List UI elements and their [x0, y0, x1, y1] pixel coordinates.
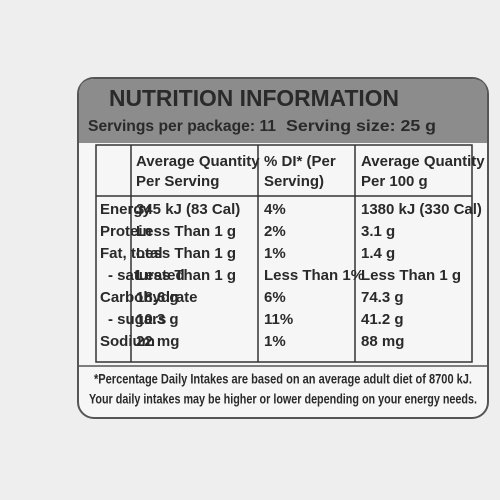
- cell: 4%: [264, 201, 286, 218]
- nutrient-name: Energy: [100, 201, 152, 218]
- cell: 88 mg: [361, 333, 404, 350]
- cell: 1.4 g: [361, 245, 395, 262]
- cell: 74.3 g: [361, 289, 404, 306]
- panel: [77, 77, 489, 419]
- nutrient-name: - sugars: [108, 311, 166, 328]
- table-border: [95, 144, 473, 363]
- title: NUTRITION INFORMATION: [109, 85, 399, 111]
- cell: 3.1 g: [361, 223, 395, 240]
- cell: Less Than 1 g: [361, 267, 461, 284]
- cell: Less Than 1 g: [136, 267, 236, 284]
- cell: Less Than 1 g: [136, 223, 236, 240]
- column-header: % DI* (Per: [264, 153, 336, 170]
- header-band: [79, 79, 487, 143]
- nutrient-name: Carbohydrate: [100, 289, 198, 306]
- column-header: Average Quantity: [361, 153, 485, 170]
- cell: Less Than 1 g: [136, 245, 236, 262]
- cell: 345 kJ (83 Cal): [136, 201, 240, 218]
- column-header: Serving): [264, 173, 324, 190]
- nutrient-name: Sodium: [100, 333, 155, 350]
- serving-size: Serving size: 25 g: [286, 118, 436, 135]
- nutrient-name: Fat, total: [100, 245, 163, 262]
- cell: 18.6 g: [136, 289, 179, 306]
- footnote: Your daily intakes may be higher or lowe…: [89, 391, 477, 407]
- column-header: Average Quantity: [136, 153, 260, 170]
- cell: 6%: [264, 289, 286, 306]
- column-header: Per 100 g: [361, 173, 428, 190]
- cell: Less Than 1%: [264, 267, 364, 284]
- nutrient-name: - saturated: [108, 267, 185, 284]
- cell: 41.2 g: [361, 311, 404, 328]
- cell: 1380 kJ (330 Cal): [361, 201, 482, 218]
- servings: Servings per package: 11: [88, 118, 276, 135]
- cell: 1%: [264, 333, 286, 350]
- nutrient-name: Protein: [100, 223, 152, 240]
- cell: 10.3 g: [136, 311, 179, 328]
- cell: 1%: [264, 245, 286, 262]
- cell: 22 mg: [136, 333, 179, 350]
- footnote: *Percentage Daily Intakes are based on a…: [94, 371, 472, 387]
- cell: 2%: [264, 223, 286, 240]
- column-header: Per Serving: [136, 173, 219, 190]
- cell: 11%: [264, 311, 293, 328]
